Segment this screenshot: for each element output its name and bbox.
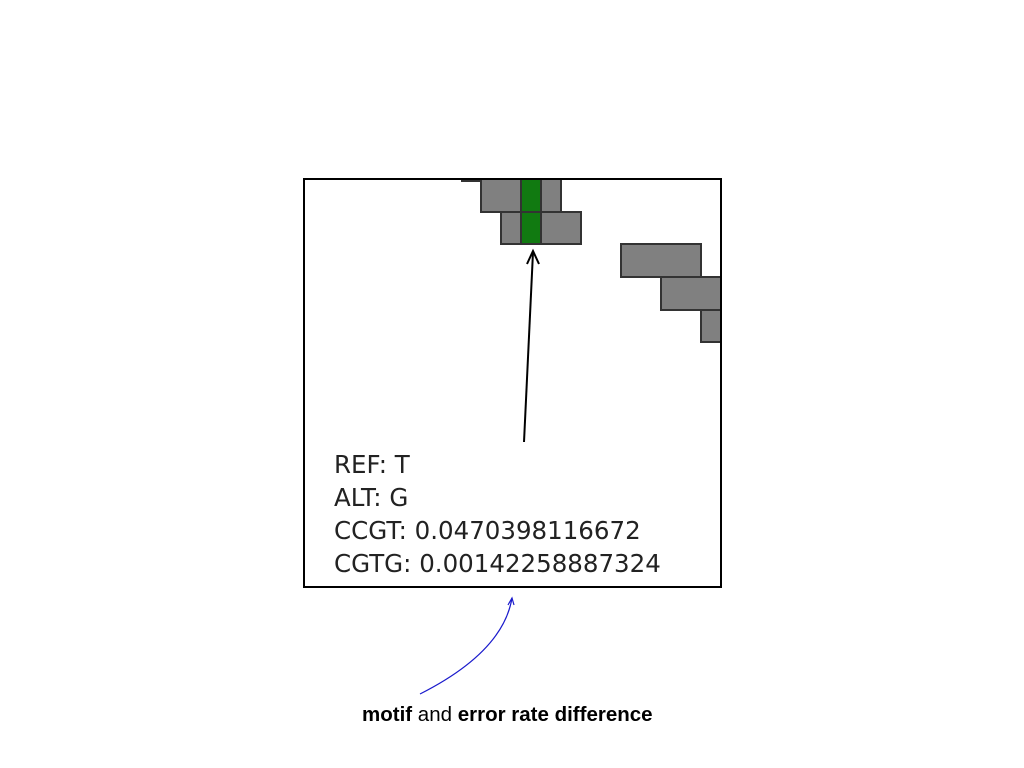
caption-connector: and [412, 703, 458, 726]
pileup-drawing [461, 180, 720, 443]
caption-error-rate: error rate difference [457, 703, 653, 726]
motif-error-rate-2: CGTG: 0.00142258887324 [334, 549, 661, 578]
caption-motif: motif [362, 703, 413, 726]
ref-allele-text: REF: T [334, 450, 410, 479]
mismatch-base [520, 180, 542, 213]
mismatch-base [520, 211, 542, 245]
caption: motif and error rate difference [362, 703, 653, 727]
read-block [660, 276, 720, 311]
read-block [700, 309, 720, 343]
read-block [620, 243, 702, 278]
motif-error-rate-1: CCGT: 0.0470398116672 [334, 516, 641, 545]
variant-pointer-arrow [523, 248, 540, 443]
read-pileup-figure: REF: T ALT: G CCGT: 0.0470398116672 CGTG… [303, 178, 722, 588]
annotation-curved-arrow [419, 596, 515, 695]
variant-info: REF: T ALT: G CCGT: 0.0470398116672 CGTG… [334, 448, 661, 580]
alt-allele-text: ALT: G [334, 483, 409, 512]
